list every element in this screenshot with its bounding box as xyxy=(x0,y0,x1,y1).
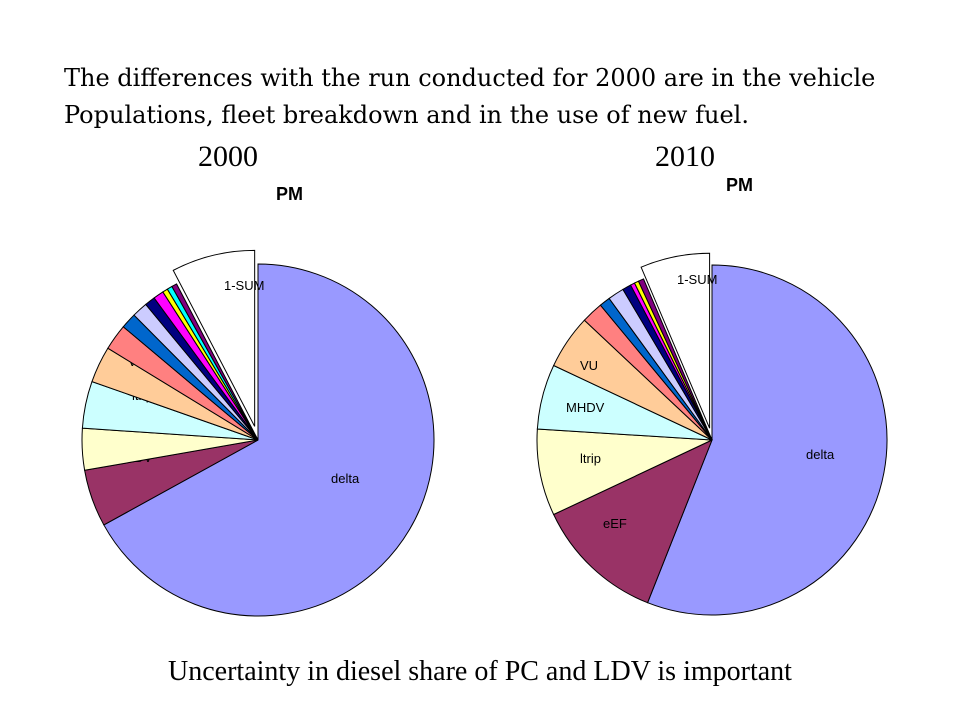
intro-text: The differences with the run conducted f… xyxy=(64,60,944,134)
slice-label-delta: delta xyxy=(331,471,360,486)
footer-note: Uncertainty in diesel share of PC and LD… xyxy=(168,656,792,687)
slice-label-1-sum: 1-SUM xyxy=(677,272,717,287)
slice-label-1-sum: 1-SUM xyxy=(224,278,264,293)
pie-chart-2000: deltaMHDVeEFltripVH341-SUM xyxy=(81,249,435,617)
pie-slice-unlabeled-11 xyxy=(637,278,713,441)
year-label-2010: 2010 xyxy=(655,140,715,173)
intro-line-1: The differences with the run conducted f… xyxy=(64,64,876,92)
slice-label-delta: delta xyxy=(806,447,835,462)
chart-title-2010: PM xyxy=(726,175,753,195)
pie-slice-1-sum xyxy=(172,249,256,427)
slice-label-mhdv: MHDV xyxy=(566,400,605,415)
year-label-2000: 2000 xyxy=(198,140,258,173)
pie-slice-eef xyxy=(552,439,713,604)
pie-slice-delta xyxy=(646,264,888,616)
pie-slice-1-sum xyxy=(640,252,711,429)
pie-chart-2010: delta eEF ltrip MHDV VU 1-SUM xyxy=(536,252,888,616)
chart-title-2000: PM xyxy=(276,184,303,204)
pie-slice-delta xyxy=(103,263,435,617)
slice-label-vu: VU xyxy=(580,358,598,373)
intro-line-2: Populations, fleet breakdown and in the … xyxy=(64,101,749,129)
pie-slice-unlabeled-12 xyxy=(171,283,259,441)
slice-label-ltrip: ltrip xyxy=(580,451,601,466)
slice-label-eef: eEF xyxy=(603,516,627,531)
